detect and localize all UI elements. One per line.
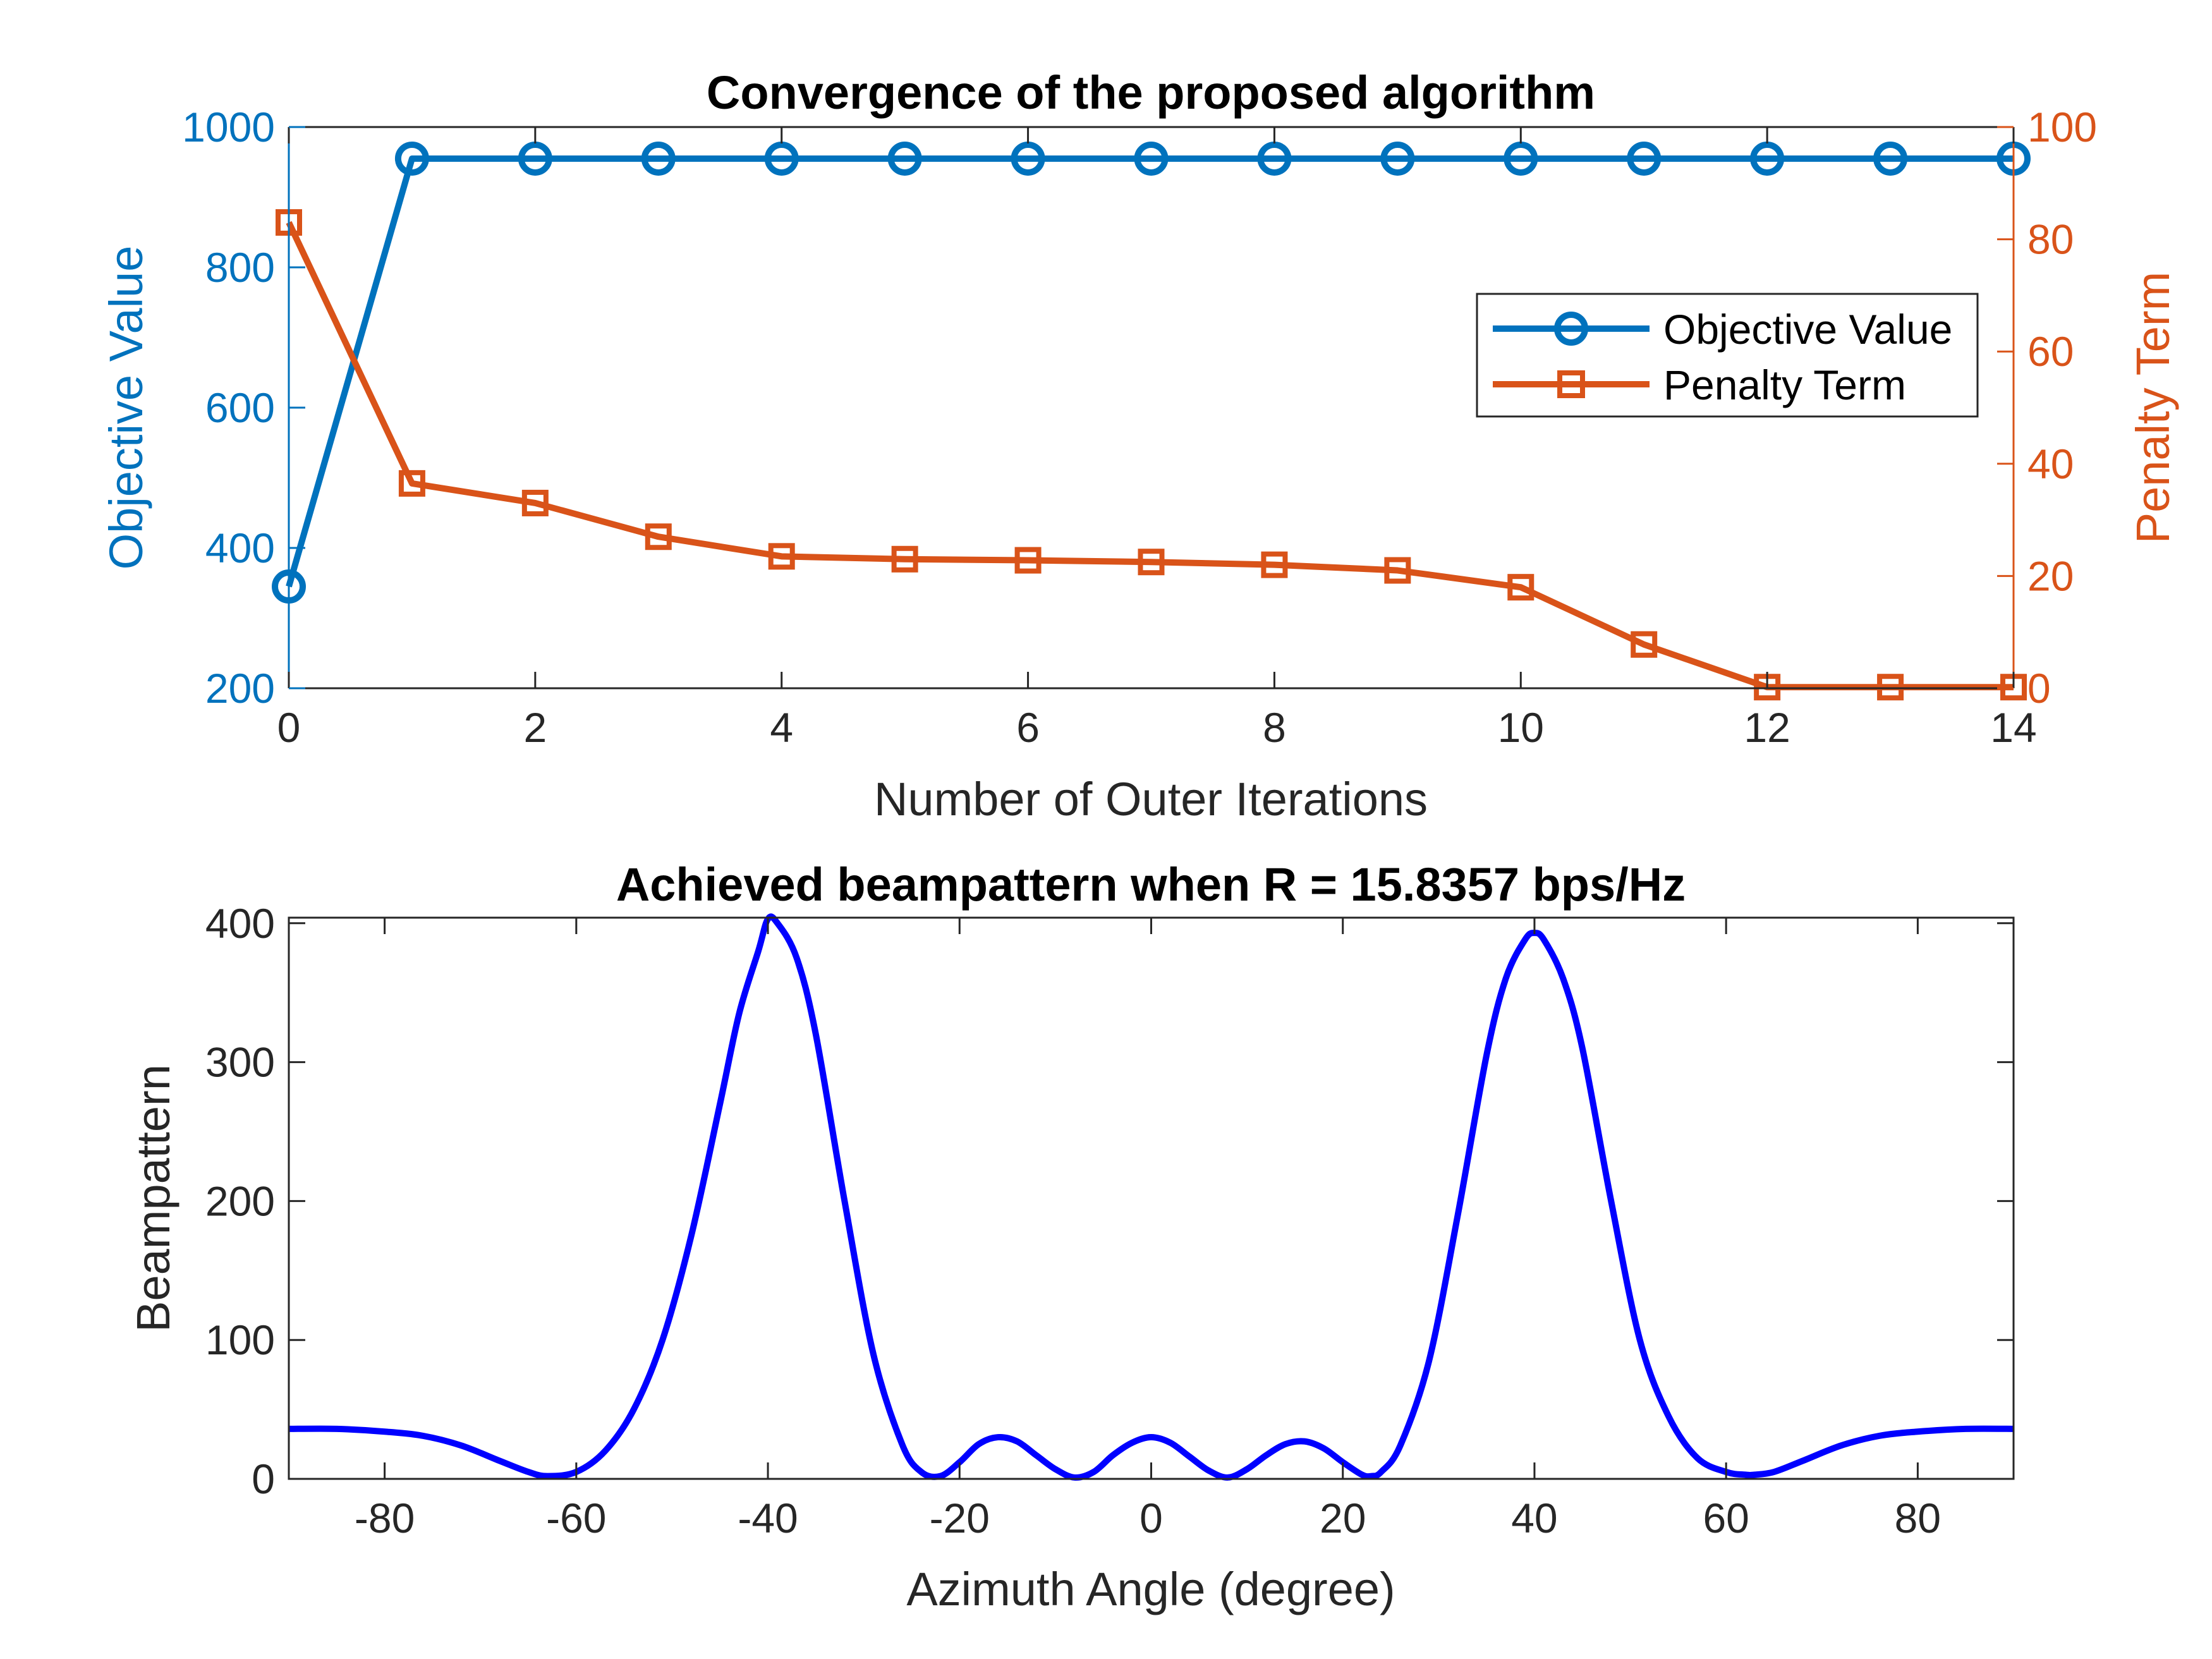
penalty-point — [1014, 547, 1042, 574]
objective-point — [1504, 141, 1538, 176]
beampattern-xlabel: Azimuth Angle (degree) — [906, 1563, 1395, 1615]
penalty-point — [1384, 557, 1411, 584]
x-tick-label: -80 — [355, 1495, 415, 1541]
y-tick-label: 0 — [252, 1455, 275, 1502]
penalty-point — [891, 545, 918, 573]
convergence-marks — [272, 141, 2031, 701]
convergence-xlabel: Number of Outer Iterations — [874, 773, 1428, 825]
beampattern-chart: -80 -60 -40 -20 0 20 40 60 80 0 100 200 300 400 Achie… — [127, 858, 2015, 1615]
convergence-chart: 0 2 4 6 8 10 12 142004006008001000020406080100 … — [100, 66, 2179, 825]
penalty-point — [1631, 631, 1658, 658]
penalty-point — [398, 470, 425, 497]
beampattern-marks — [288, 913, 2014, 1481]
objective-point — [1627, 141, 1662, 176]
convergence-title: Convergence of the proposed algorithm — [707, 66, 1595, 119]
objective-point — [518, 141, 552, 176]
x-tick-label: 40 — [1511, 1495, 1557, 1541]
convergence-legend: Objective Value Penalty Term — [1476, 293, 1979, 418]
x-tick-label: 0 — [277, 704, 301, 751]
y-right-tick-label: 0 — [2027, 665, 2051, 712]
y-tick-label: 400 — [205, 900, 275, 947]
objective-point — [764, 141, 799, 176]
series-line-objective — [286, 155, 2014, 588]
penalty-point — [1877, 674, 1904, 701]
convergence-ylabel: Objective Value — [100, 246, 152, 570]
x-tick-label: 4 — [770, 704, 793, 751]
y-tick-label: 1000 — [182, 104, 275, 150]
y-tick-label: 800 — [205, 244, 275, 291]
objective-point — [1011, 141, 1045, 176]
legend-penalty-label: Penalty Term — [1663, 362, 1906, 408]
x-tick-label: 12 — [1744, 704, 1790, 751]
x-tick-label: 14 — [1990, 704, 2036, 751]
y-tick-label: 600 — [205, 384, 275, 431]
objective-point — [887, 141, 922, 176]
penalty-point — [1261, 551, 1288, 578]
penalty-point — [1138, 549, 1165, 576]
y-tick-label: 300 — [205, 1039, 275, 1086]
series-line-penalty — [286, 221, 2014, 691]
penalty-point — [521, 489, 549, 516]
objective-point — [1380, 141, 1415, 176]
convergence-ylabel-right: Penalty Term — [2127, 272, 2179, 544]
penalty-point — [645, 523, 672, 550]
x-tick-label: 0 — [1139, 1495, 1163, 1541]
y-tick-label: 200 — [205, 1177, 275, 1224]
x-tick-label: 80 — [1895, 1495, 1941, 1541]
y-right-tick-label: 80 — [2027, 216, 2074, 263]
y-tick-label: 400 — [205, 525, 275, 571]
penalty-point — [1507, 574, 1534, 601]
objective-point — [1873, 141, 1908, 176]
beampattern-line — [288, 913, 2014, 1481]
x-tick-label: 6 — [1016, 704, 1040, 751]
x-tick-label: 20 — [1320, 1495, 1366, 1541]
x-tick-label: 60 — [1703, 1495, 1749, 1541]
y-tick-label: 100 — [205, 1316, 275, 1363]
convergence-axes: 0 2 4 6 8 10 12 14 200 400 600 800 1000 0 20 40 60 80 100 — [182, 104, 2097, 751]
beampattern-plot-frame — [288, 916, 2015, 1480]
legend-objective-label: Objective Value — [1663, 306, 1952, 353]
y-right-tick-label: 20 — [2027, 552, 2074, 599]
x-tick-label: -60 — [546, 1495, 606, 1541]
y-right-tick-label: 100 — [2027, 104, 2097, 150]
penalty-point — [768, 543, 795, 570]
x-tick-label: -20 — [930, 1495, 990, 1541]
y-right-tick-label: 60 — [2027, 328, 2074, 375]
beampattern-ylabel: Beampattern — [127, 1064, 179, 1332]
objective-point — [1134, 141, 1169, 176]
objective-point — [641, 141, 676, 176]
x-tick-label: 2 — [523, 704, 547, 751]
y-tick-label: 200 — [205, 665, 275, 712]
objective-point — [1257, 141, 1292, 176]
beampattern-axes: -80 -60 -40 -20 0 20 40 60 80 0 100 200 300 400 — [205, 900, 2014, 1541]
x-tick-label: 8 — [1263, 704, 1286, 751]
x-tick-label: 10 — [1498, 704, 1544, 751]
objective-point — [1750, 141, 1785, 176]
objective-point — [394, 141, 429, 176]
legend-objective-marker — [1554, 312, 1588, 346]
y-right-tick-label: 40 — [2027, 441, 2074, 487]
x-tick-label: -40 — [738, 1495, 798, 1541]
legend-penalty-marker — [1557, 370, 1585, 398]
beampattern-title: Achieved beampattern when R = 15.8357 bp… — [616, 858, 1686, 911]
